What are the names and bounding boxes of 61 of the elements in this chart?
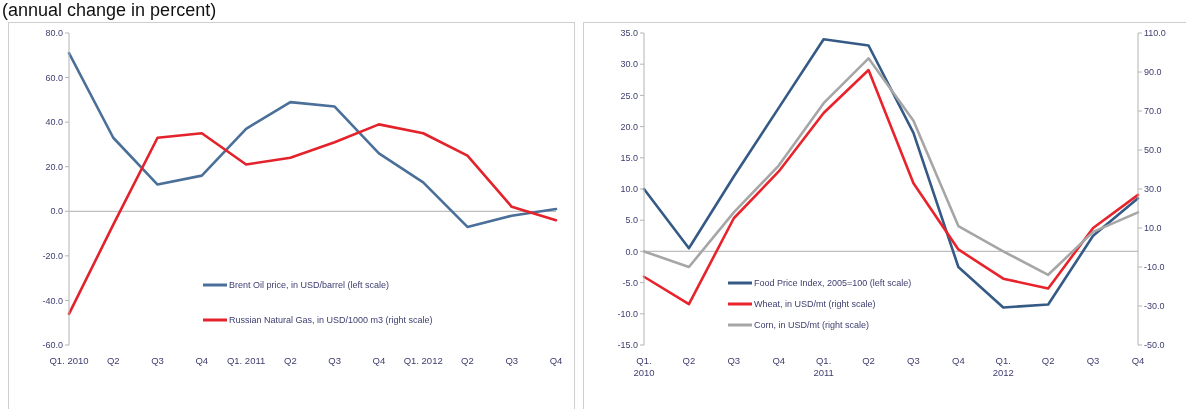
y-tick-label: -5.0 <box>622 277 638 288</box>
y2-tick-label: 70.0 <box>1144 106 1162 117</box>
x-tick-label: Q1. 2011 <box>813 354 834 378</box>
y-tick-label: 25.0 <box>620 90 638 101</box>
x-tick-label: Q1. 2010 <box>633 354 655 378</box>
x-tick-label: Q1. 2012 <box>403 354 443 366</box>
line-series <box>67 123 558 316</box>
x-tick-label: Q3 <box>505 354 519 366</box>
y-tick-label: 80.0 <box>45 28 63 39</box>
y-tick-label: 20.0 <box>45 161 63 172</box>
x-tick-label: Q2 <box>682 354 696 366</box>
x-tick-label: Q4 <box>549 354 563 366</box>
y-tick-label: 30.0 <box>620 59 638 70</box>
line-series <box>67 51 558 229</box>
x-tick-label: Q2 <box>106 354 120 366</box>
x-tick-label: Q2 <box>461 354 474 366</box>
y-tick-label: 60.0 <box>45 72 63 83</box>
y-tick-label: -15.0 <box>617 340 638 351</box>
legend-label: Corn, in USD/mt (right scale) <box>754 320 870 330</box>
y2-tick-label: 30.0 <box>1144 184 1162 195</box>
x-tick-label: Q4 <box>952 354 965 366</box>
legend-label: Russian Natural Gas, in USD/1000 m3 (right scale) <box>229 315 433 325</box>
y-tick-label: 35.0 <box>620 28 638 39</box>
y-tick-label: 10.0 <box>620 184 638 195</box>
y-tick-label: -60.0 <box>42 340 63 351</box>
x-tick-label: Q4 <box>772 354 786 366</box>
x-tick-label: Q2 <box>862 354 875 366</box>
y-tick-label: 0.0 <box>50 206 63 217</box>
y-tick-label: 40.0 <box>45 117 63 128</box>
y-tick-label: -20.0 <box>42 251 63 262</box>
y2-tick-label: 50.0 <box>1144 145 1162 156</box>
x-tick-label: Q3 <box>907 354 920 366</box>
x-tick-label: Q4 <box>372 354 386 366</box>
x-tick-label: Q2 <box>284 354 297 366</box>
x-tick-label: Q3 <box>328 354 341 366</box>
y-tick-label: -40.0 <box>42 295 63 306</box>
legend-label: Brent Oil price, in USD/barrel (left scale) <box>229 280 390 290</box>
x-tick-label: Q2 <box>1041 354 1055 366</box>
line-series <box>642 57 1140 277</box>
y2-tick-label: 90.0 <box>1144 67 1162 78</box>
y-tick-label: 20.0 <box>620 121 638 132</box>
y-tick-label: 5.0 <box>625 215 638 226</box>
y-tick-label: -10.0 <box>617 308 638 319</box>
legend-label: Food Price Index, 2005=100 (left scale) <box>754 278 912 288</box>
y2-tick-label: 10.0 <box>1144 223 1162 234</box>
x-tick-label: Q4 <box>195 354 209 366</box>
x-tick-label: Q3 <box>727 354 741 366</box>
x-tick-label: Q4 <box>1131 354 1145 366</box>
y-tick-label: 0.0 <box>625 246 638 257</box>
legend-label: Wheat, in USD/mt (right scale) <box>754 299 876 309</box>
x-tick-label: Q1. 2012 <box>992 354 1014 378</box>
y2-tick-label: 110.0 <box>1144 28 1166 39</box>
y2-tick-label: -50.0 <box>1144 340 1165 351</box>
x-tick-label: Q3 <box>151 354 164 366</box>
y2-tick-label: -10.0 <box>1144 262 1165 273</box>
y-tick-label: 15.0 <box>620 153 638 163</box>
chart-title: (annual change in percent) <box>2 0 217 21</box>
y2-tick-label: -30.0 <box>1144 301 1165 312</box>
x-tick-label: Q1. 2010 <box>49 354 89 366</box>
x-tick-label: Q1. 2011 <box>226 354 266 366</box>
x-tick-label: Q3 <box>1086 354 1100 366</box>
